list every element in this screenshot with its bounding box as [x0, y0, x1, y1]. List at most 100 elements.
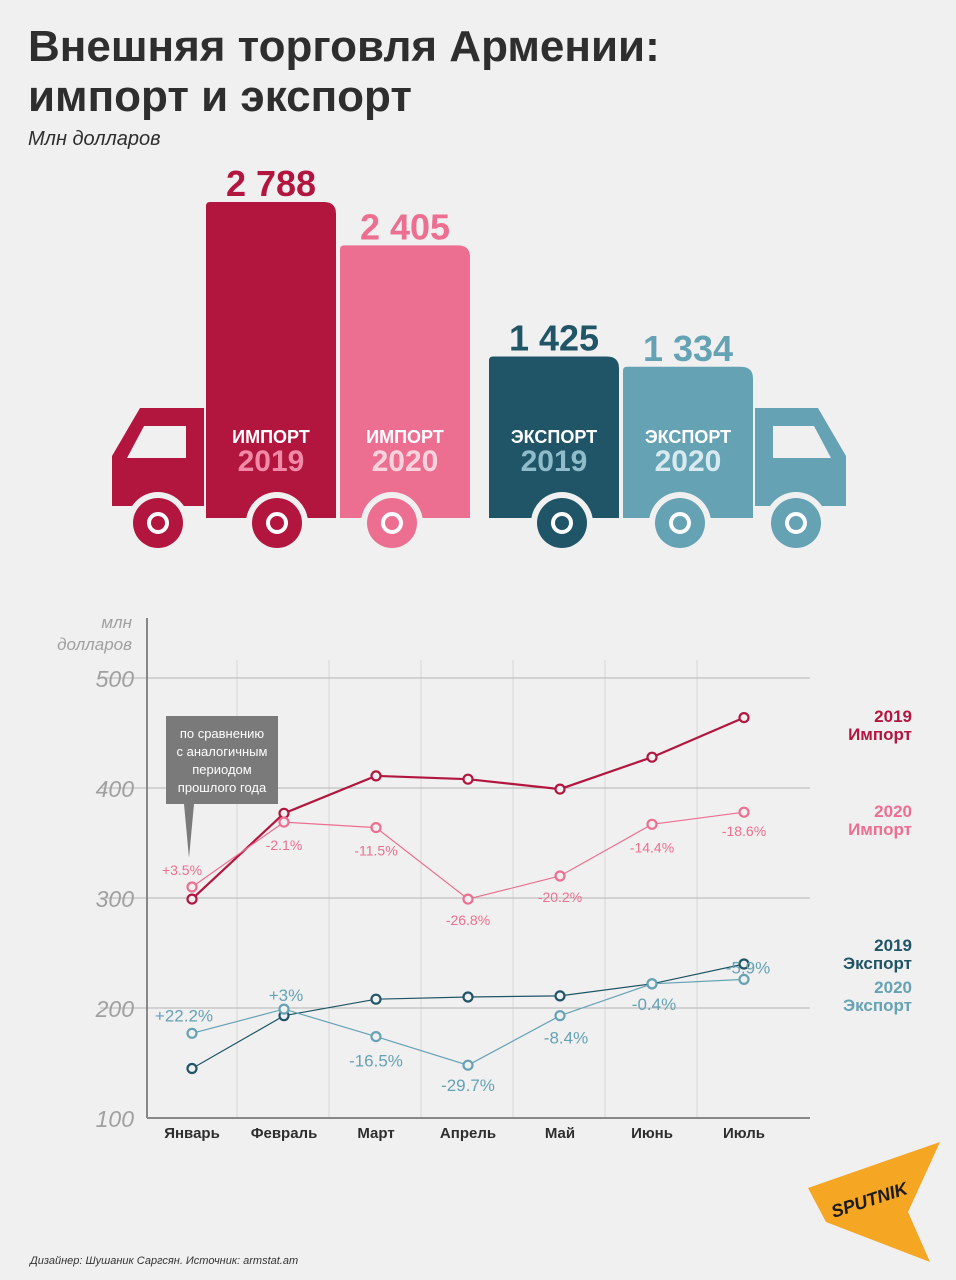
subtitle: Млн долларов	[28, 128, 161, 150]
truck-bar-2	[489, 356, 619, 518]
data-point-3-4	[554, 1010, 566, 1022]
title-line-2: импорт и экспорт	[28, 72, 412, 121]
legend-year-3: 2020	[874, 978, 912, 997]
truck-kind-label-2: ЭКСПОРТ	[511, 427, 597, 447]
data-point-2-3	[462, 991, 474, 1003]
callout-line-3: прошлого года	[178, 780, 267, 795]
x-tick-label-5: Июнь	[631, 1125, 673, 1142]
sputnik-logo: SPUTNIK	[808, 1142, 940, 1262]
data-label-1-6: -18.6%	[722, 823, 766, 839]
data-label-3-5: -0.4%	[632, 995, 676, 1014]
page-title: Внешняя торговля Армении: импорт и экспо…	[28, 22, 660, 122]
data-label-3-3: -29.7%	[441, 1076, 495, 1095]
truck-kind-label-1: ИМПОРТ	[366, 427, 444, 447]
data-label-3-4: -8.4%	[544, 1029, 588, 1048]
truck-year-label-1: 2020	[372, 445, 439, 478]
callout: по сравнению с аналогичным периодом прошлог…	[166, 716, 278, 858]
x-tick-label-2: Март	[357, 1125, 394, 1142]
truck-kind-label-3: ЭКСПОРТ	[645, 427, 731, 447]
truck-wheel-1	[252, 498, 302, 548]
data-point-1-1	[278, 816, 290, 828]
legend-kind-2: Экспорт	[843, 954, 912, 973]
data-point-0-0	[186, 893, 198, 905]
data-point-3-2	[370, 1031, 382, 1043]
data-label-3-0: +22.2%	[155, 1006, 213, 1025]
data-point-2-0	[186, 1062, 198, 1075]
import-truck-window	[127, 426, 186, 458]
truck-bar-1	[340, 245, 470, 518]
data-point-0-1	[278, 807, 290, 819]
truck-bar-0	[206, 202, 336, 518]
legend-year-2: 2019	[874, 936, 912, 955]
data-label-1-5: -14.4%	[630, 839, 674, 855]
data-label-1-4: -20.2%	[538, 889, 582, 905]
data-label-1-0: +3.5%	[162, 862, 202, 878]
data-point-0-2	[370, 770, 382, 782]
x-tick-label-6: Июль	[723, 1125, 765, 1142]
data-point-1-4	[554, 870, 566, 882]
series-2	[186, 958, 750, 1075]
callout-line-1: с аналогичным	[177, 744, 268, 759]
callout-box	[166, 716, 278, 804]
callout-pointer	[184, 804, 194, 858]
series-line-2	[191, 963, 745, 1070]
data-point-2-6	[738, 958, 750, 970]
series-3: +22.2% +3% -16.5% -29.7% -8.4% -0.4% -5.9%	[155, 958, 770, 1095]
truck-wheel-hub-4	[669, 512, 691, 534]
data-label-1-1: -2.1%	[266, 837, 303, 853]
callout-line-2: периодом	[192, 762, 252, 777]
data-point-1-5	[646, 818, 658, 830]
data-point-1-2	[370, 822, 382, 834]
data-point-0-3	[462, 773, 474, 785]
truck-year-label-0: 2019	[238, 445, 305, 478]
truck-wheel-5	[771, 498, 821, 548]
legend-kind-1: Импорт	[848, 820, 912, 839]
data-point-0-6	[738, 711, 750, 724]
export-truck-window	[773, 426, 831, 458]
y-axis-label-line-2: долларов	[57, 635, 132, 654]
x-tick-label-0: Январь	[164, 1125, 220, 1142]
y-tick-label-2: 300	[96, 886, 135, 912]
truck-wheel-hub-1	[266, 512, 288, 534]
x-tick-label-3: Апрель	[440, 1125, 496, 1142]
sputnik-logo-shape	[808, 1142, 940, 1262]
y-tick-label-4: 100	[96, 1106, 135, 1132]
data-label-3-2: -16.5%	[349, 1052, 403, 1071]
y-tick-label-1: 400	[96, 776, 135, 802]
credits: Дизайнер: Шушаник Саргсян. Источник: arm…	[30, 1255, 299, 1267]
data-point-1-3	[462, 893, 474, 905]
truck-wheel-hub-3	[551, 512, 573, 534]
truck-wheel-3	[537, 498, 587, 548]
data-label-1-2: -11.5%	[354, 843, 397, 859]
truck-wheel-2	[367, 498, 417, 548]
data-point-1-0	[186, 881, 198, 893]
truck-wheel-hub-2	[381, 512, 403, 534]
truck-wheel-0	[133, 498, 183, 548]
data-point-2-2	[370, 993, 382, 1005]
y-tick-label-3: 200	[95, 996, 135, 1022]
data-label-3-6: -5.9%	[726, 958, 770, 977]
legend-kind-0: Импорт	[848, 725, 912, 744]
truck-bar-3	[623, 366, 753, 518]
series-0	[186, 711, 750, 905]
truck-value-label-3: 1 334	[643, 328, 733, 369]
series-1: +3.5% -2.1% -11.5% -26.8% -20.2% -14.4% -18.6%	[162, 806, 766, 928]
truck-kind-label-0: ИМПОРТ	[232, 427, 310, 447]
truck-year-label-2: 2019	[521, 445, 588, 478]
truck-wheel-hub-5	[785, 512, 807, 534]
data-point-2-4	[554, 990, 566, 1002]
data-label-1-3: -26.8%	[446, 912, 490, 928]
line-chart: 500 400 300 200 100 млн долларов Январь Февраль М…	[57, 613, 912, 1142]
truck-value-label-0: 2 788	[226, 163, 316, 204]
callout-line-0: по сравнению	[180, 726, 265, 741]
legend-year-1: 2020	[874, 802, 912, 821]
data-point-0-5	[646, 751, 658, 763]
y-axis-label-line-1: млн	[101, 613, 132, 632]
data-point-3-0	[186, 1027, 198, 1039]
data-point-1-6	[738, 806, 750, 818]
data-point-3-3	[462, 1059, 474, 1071]
truck-wheel-4	[655, 498, 705, 548]
data-point-0-4	[554, 783, 566, 795]
legend-year-0: 2019	[874, 707, 912, 726]
